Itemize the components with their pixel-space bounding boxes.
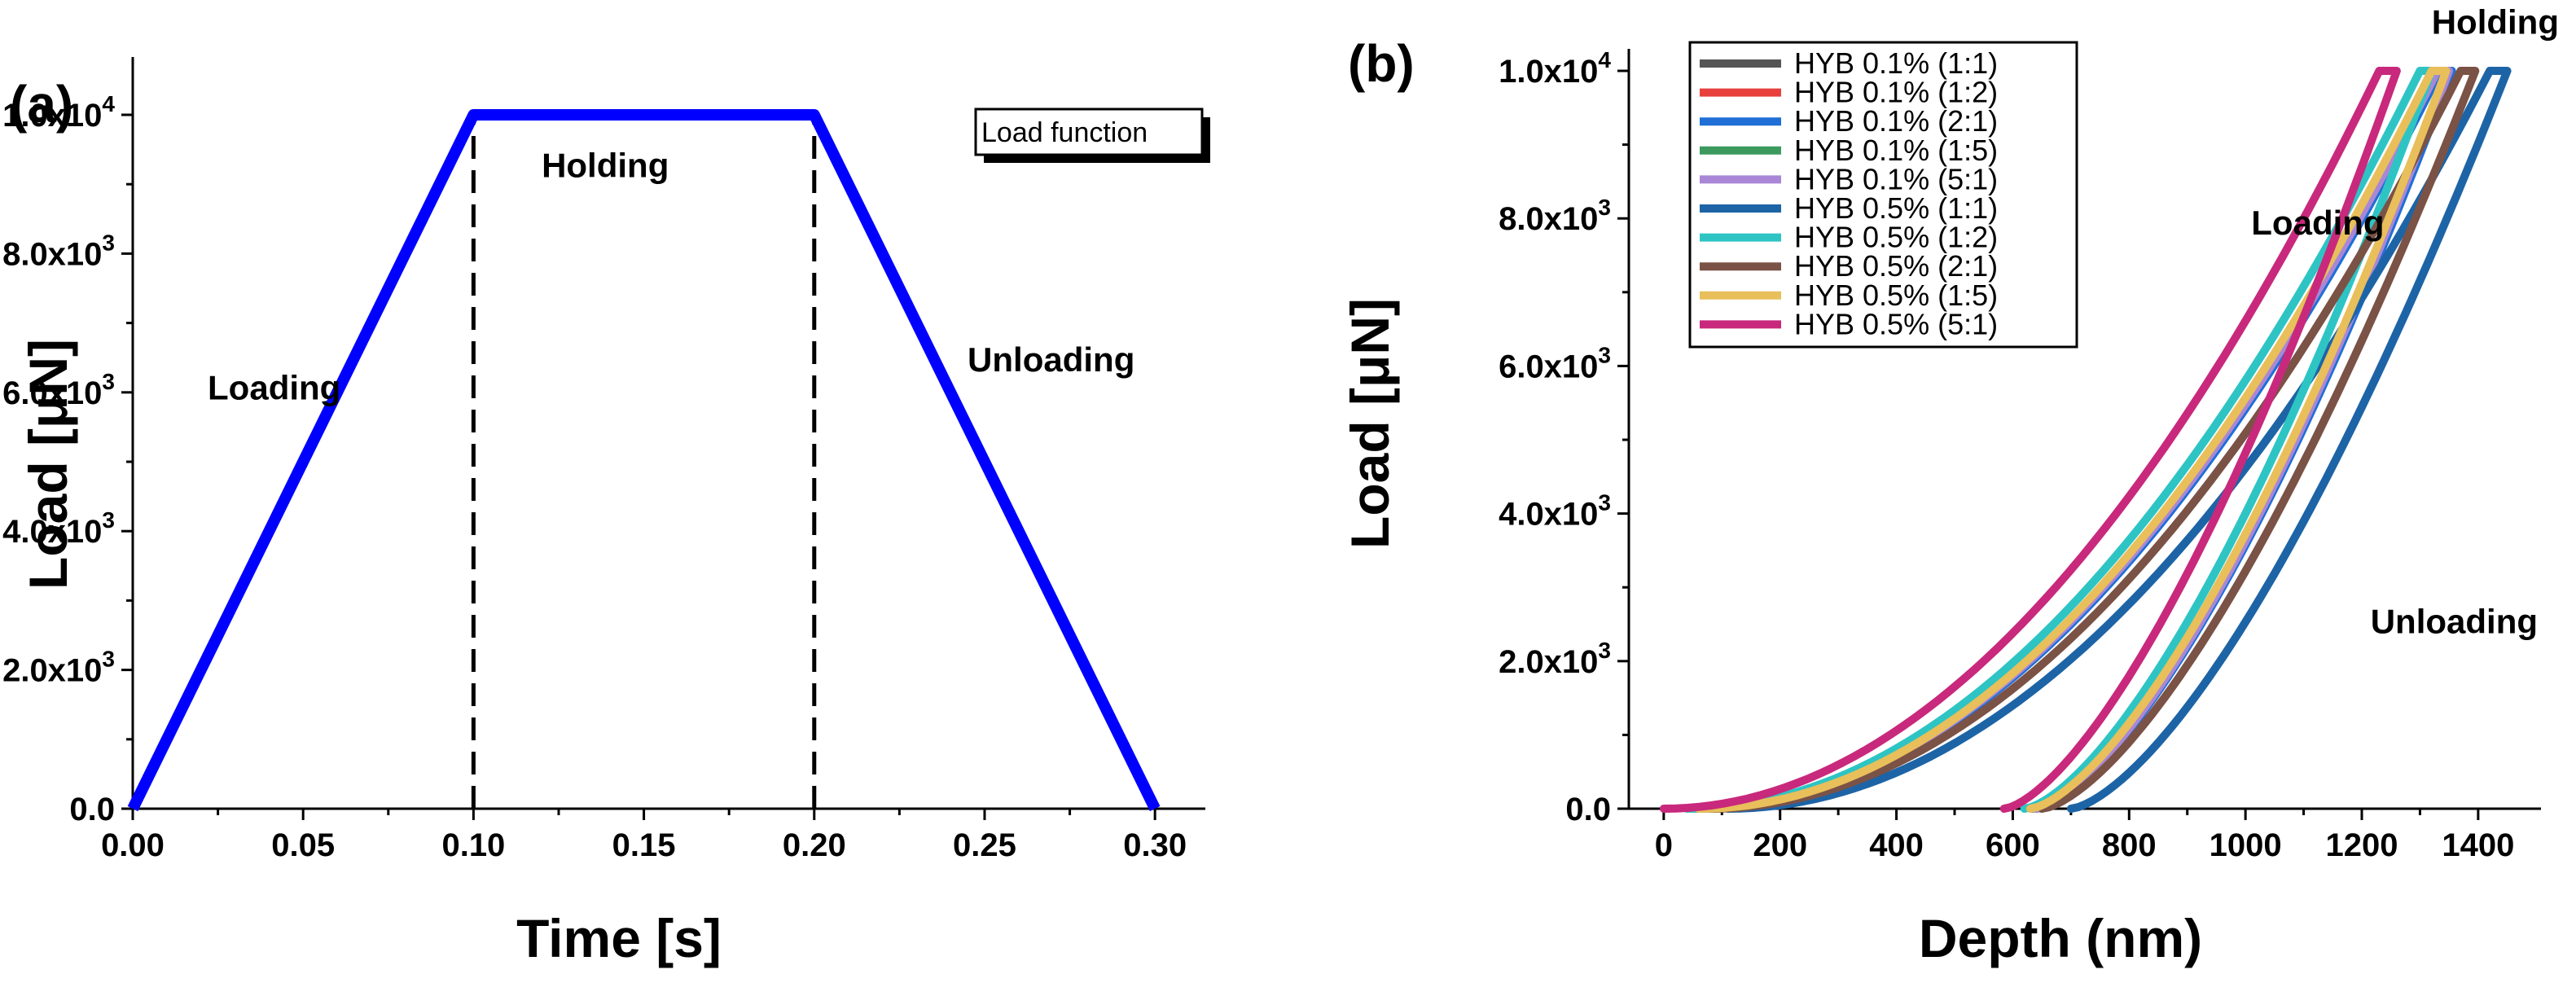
panel-b-x-tick-label: 800 <box>2102 827 2157 863</box>
panel-a-y-tick-label: 6.0x103 <box>2 369 115 411</box>
panel-b-x-tick-label: 200 <box>1753 827 1807 863</box>
panel-a-x-tick-label: 0.30 <box>1123 827 1187 863</box>
panel-b-y-tick-label: 2.0x103 <box>1499 638 1611 680</box>
panel-b-legend-entry: HYB 0.5% (1:2) <box>1794 221 1998 254</box>
panel-b-plot-area: Holding Loading Unloading <box>1659 3 2559 813</box>
panel-a-y-axis: 0.0 2.0x103 4.0x103 6.0x103 8.0x103 1.0x104 <box>2 57 134 827</box>
panel-b-y-tick-label: 1.0x104 <box>1499 47 1611 90</box>
panel-b-x-axis: 0 200 400 600 800 1000 1200 1400 <box>1629 807 2541 863</box>
panel-a-x-axis: 0.00 0.05 0.10 0.15 0.20 0.25 0.30 <box>101 807 1205 863</box>
panel-b-y-tick-label: 0.0 <box>1565 792 1611 827</box>
panel-a-legend: Load function <box>974 107 1210 163</box>
panel-a-load-function-line <box>127 109 1161 812</box>
panel-a-y-tick-label: 4.0x103 <box>2 507 115 550</box>
panel-a-x-tick-label: 0.10 <box>441 827 505 863</box>
panel-b-series-line-9 <box>1694 67 2451 813</box>
panel-a-annotation-unloading: Unloading <box>968 340 1134 379</box>
panel-b-legend-entry: HYB 0.1% (1:2) <box>1794 76 1998 109</box>
panel-b-legend-entry: HYB 0.1% (1:5) <box>1794 134 1998 167</box>
panel-b-x-tick-label: 1200 <box>2326 827 2398 863</box>
panel-b-label: (b) <box>1348 34 1415 93</box>
panel-b-x-tick-label: 400 <box>1869 827 1924 863</box>
panel-b-x-tick-label: 1000 <box>2210 827 2282 863</box>
panel-b-annotation-holding: Holding <box>2432 3 2559 42</box>
panel-a-x-tick-label: 0.15 <box>612 827 676 863</box>
panel-b-x-tick-label: 600 <box>1986 827 2040 863</box>
panel-b-y-tick-label: 4.0x103 <box>1499 490 1611 533</box>
panel-b-series-line-6 <box>1723 67 2512 813</box>
panel-b-series-line-8 <box>1706 67 2480 813</box>
panel-a-y-axis-title: Load [μN] <box>18 339 78 590</box>
panel-a-y-tick-label: 2.0x103 <box>2 647 115 689</box>
panel-a-annotation-holding: Holding <box>542 147 669 185</box>
panel-b-legend-entry: HYB 0.5% (1:1) <box>1794 191 1998 225</box>
panel-a-y-tick-label: 1.0x104 <box>2 91 115 134</box>
panel-b-annotation-loading: Loading <box>2251 204 2384 242</box>
panel-a-annotation-loading: Loading <box>208 368 340 406</box>
panel-b-series-line-10 <box>1659 67 2401 813</box>
panel-b-y-tick-label: 8.0x103 <box>1499 195 1611 237</box>
panel-b-legend-entry: HYB 0.5% (1:5) <box>1794 279 1998 312</box>
panel-b-x-axis-title: Depth (nm) <box>1919 908 2202 968</box>
panel-a-y-tick-label: 0.0 <box>69 792 115 827</box>
panel-b-series-line-7 <box>1683 67 2436 813</box>
panel-b-legend-entry: HYB 0.1% (2:1) <box>1794 104 1998 138</box>
panel-b-y-axis: 0.0 2.0x103 4.0x103 6.0x103 8.0x103 1.0x104 <box>1499 47 1630 827</box>
panel-b-x-tick-label: 1400 <box>2442 827 2514 863</box>
panel-a-label: (a) <box>10 75 73 134</box>
panel-a-x-tick-label: 0.20 <box>783 827 846 863</box>
panel-b-legend-entry: HYB 0.5% (5:1) <box>1794 307 1998 340</box>
panel-b-y-tick-label: 6.0x103 <box>1499 342 1611 384</box>
panel-b-legend-entry: HYB 0.1% (5:1) <box>1794 162 1998 195</box>
panel-a-x-tick-label: 0.00 <box>101 827 165 863</box>
panel-b-annotation-unloading: Unloading <box>2371 602 2538 640</box>
panel-b-indentation-curves-chart: (b) 0.0 2.0x103 4.0x103 6.0x103 8.0x103 1.0x1… <box>1340 3 2559 968</box>
panel-a-legend-entry: Load function <box>981 117 1148 148</box>
panel-a-legend-box <box>974 107 1204 156</box>
panel-a-x-tick-label: 0.05 <box>271 827 335 863</box>
panel-a-load-function-chart: (a) 0.0 2.0x103 4.0x103 6.0x103 8.0x103 1.0x1… <box>2 57 1210 968</box>
panel-b-y-axis-title: Load [μN] <box>1340 298 1400 549</box>
panel-a-y-tick-label: 8.0x103 <box>2 230 115 272</box>
panel-b-x-tick-label: 0 <box>1655 827 1673 863</box>
panel-b-legend-entry: HYB 0.1% (1:1) <box>1794 46 1998 80</box>
panel-a-x-tick-label: 0.25 <box>953 827 1016 863</box>
panel-b-legend-entry: HYB 0.5% (2:1) <box>1794 249 1998 283</box>
panel-a-plot-area: Loading Holding Unloading <box>127 109 1161 812</box>
panel-a-x-axis-title: Time [s] <box>516 908 722 968</box>
panel-b-legend: HYB 0.1% (1:1)HYB 0.1% (1:2)HYB 0.1% (2:… <box>1688 41 2078 349</box>
